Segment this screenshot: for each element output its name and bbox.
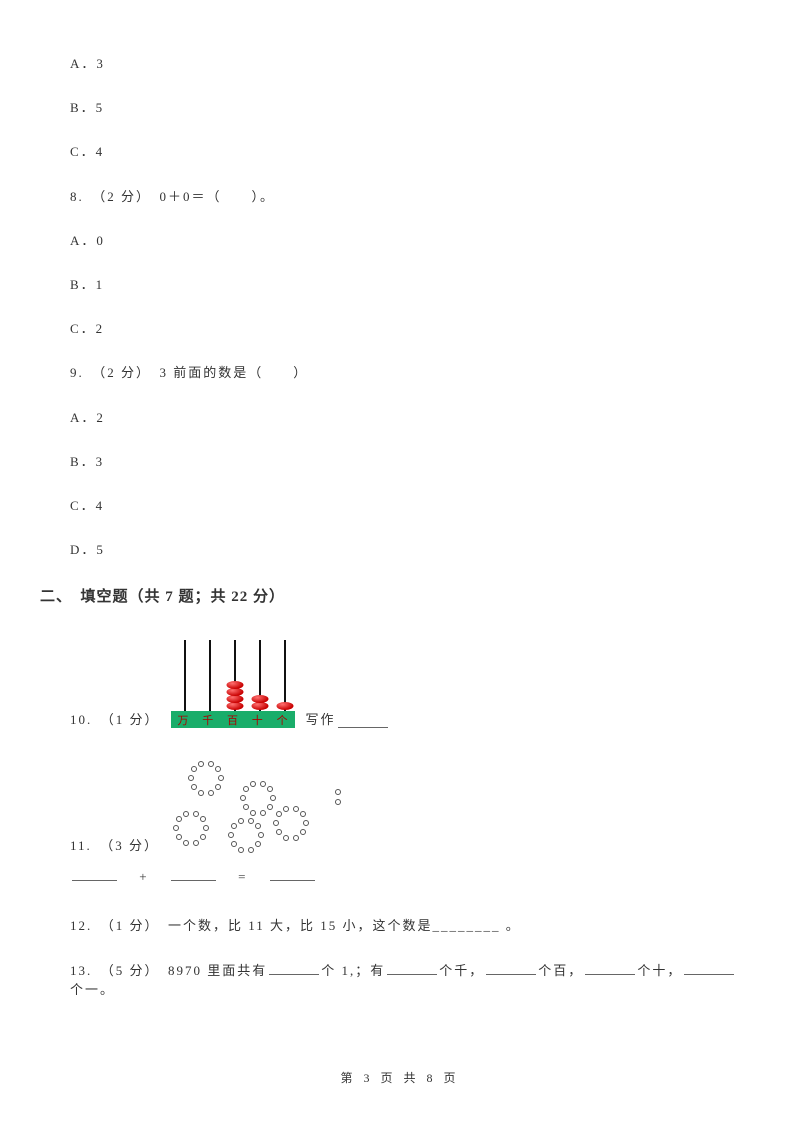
q11-blank-3[interactable]	[270, 867, 315, 881]
q13-blank-3[interactable]	[486, 961, 536, 975]
q13-text: 13. （5 分） 8970 里面共有 个 1,；有 个千， 个百， 个十， 个一。	[70, 961, 740, 998]
page-footer: 第 3 页 共 8 页	[0, 1069, 800, 1086]
q7-option-b: B．5	[70, 99, 740, 117]
q11-blank-2[interactable]	[171, 867, 216, 881]
plus-sign: +	[124, 869, 163, 884]
q13-p5: 个一。	[70, 982, 115, 997]
q10-blank[interactable]	[338, 714, 388, 728]
section-2-header: 二、 填空题（共 7 题；共 22 分）	[40, 585, 740, 606]
q13-blank-2[interactable]	[387, 961, 437, 975]
q10-suffix: 写作	[306, 709, 336, 728]
q13-blank-5[interactable]	[684, 961, 734, 975]
q9-option-d: D．5	[70, 541, 740, 559]
q13-p2: 个千，	[439, 963, 484, 978]
q11-prefix: 11. （3 分）	[70, 835, 159, 854]
q13-blank-4[interactable]	[585, 961, 635, 975]
q7-option-c: C．4	[70, 143, 740, 161]
q9-text: 9. （2 分） 3 前面的数是（ ）	[70, 364, 740, 382]
q9-option-b: B．3	[70, 453, 740, 471]
equals-sign: =	[223, 869, 262, 884]
q13-p4: 个十，	[637, 963, 682, 978]
q9-option-c: C．4	[70, 497, 740, 515]
abacus-figure: 万千百十个	[168, 640, 298, 728]
q10-row: 10. （1 分） 万千百十个 写作	[70, 640, 740, 728]
q13-p3: 个百，	[538, 963, 583, 978]
q13-blank-1[interactable]	[269, 961, 319, 975]
q12-text: 12. （1 分） 一个数，比 11 大，比 15 小，这个数是________…	[70, 917, 740, 935]
q8-option-b: B．1	[70, 276, 740, 294]
q8-option-a: A．0	[70, 232, 740, 250]
q8-option-c: C．2	[70, 320, 740, 338]
circles-figure	[167, 754, 357, 854]
q11-equation: + =	[70, 866, 740, 885]
q8-text: 8. （2 分） 0＋0＝（ ）。	[70, 188, 740, 206]
q11-row: 11. （3 分）	[70, 754, 740, 854]
q9-option-a: A．2	[70, 409, 740, 427]
q11-blank-1[interactable]	[72, 867, 117, 881]
q7-option-a: A．3	[70, 55, 740, 73]
q10-prefix: 10. （1 分）	[70, 709, 160, 728]
q13-p1: 个 1,；有	[321, 963, 385, 978]
q13-pre: 13. （5 分） 8970 里面共有	[70, 963, 267, 978]
